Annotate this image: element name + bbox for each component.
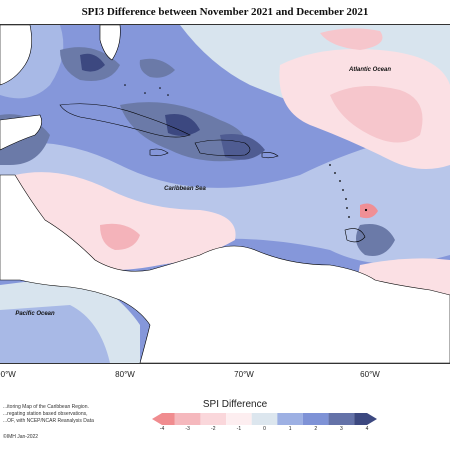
strong-wet-bahamas: [80, 53, 105, 72]
spi-map: Atlantic Ocean Caribbean Sea Pacific Oce…: [0, 24, 450, 364]
legend-swatch: [251, 413, 278, 425]
coast-jamaica: [149, 148, 169, 156]
legend-tick-label: -2: [211, 426, 216, 432]
strong-dry-barbados: [360, 203, 378, 219]
coast-puerto-rico: [261, 152, 279, 159]
legend-swatch: [174, 413, 201, 425]
legend-tick-label: -1: [236, 426, 242, 432]
legend-tick-label: 1: [288, 426, 292, 432]
legend-swatch: [302, 413, 329, 425]
legend-swatch: [200, 413, 227, 425]
lon-label-70w: 70°W: [234, 370, 254, 379]
land-yucatan: [0, 114, 42, 151]
legend-tick-label: -3: [185, 426, 190, 432]
lesser-antilles: [124, 84, 368, 218]
copyright: ©IMH Jan-2022: [3, 434, 39, 440]
dry-caribbean-patch: [100, 223, 140, 250]
legend-tick-label: -4: [159, 426, 165, 432]
legend-title: SPI Difference: [202, 399, 268, 410]
legend-swatch: [328, 413, 355, 425]
strong-wet-cuba: [165, 114, 200, 136]
coast-cuba: [59, 103, 191, 138]
light-wet-pacific: [0, 305, 110, 363]
legend-tick-label: 4: [365, 426, 369, 432]
label-caribbean-sea: Caribbean Sea: [164, 186, 206, 192]
wet-trinidad: [356, 224, 395, 256]
lon-label-90w: 90°W: [0, 370, 16, 379]
legend-swatch: [152, 413, 175, 425]
land-mexico-north: [0, 25, 32, 86]
coast-trinidad: [344, 228, 366, 243]
dry-atlantic-top: [320, 28, 383, 50]
coast-hispaniola: [194, 139, 251, 156]
credit-line-2: ...regating station based observations,: [3, 411, 88, 417]
legend-swatch: [277, 413, 303, 425]
credit-line-1: ...itoring Map of the Caribbean Region.: [3, 404, 89, 410]
legend-tick-label: 0: [263, 426, 266, 432]
legend-colorbar: [152, 413, 377, 425]
legend-tick-label: 3: [339, 426, 343, 432]
legend-swatch: [354, 413, 377, 425]
credit-line-3: ...OF, with NCEP/NCAR Reanalysis Data: [3, 418, 94, 424]
land-south-america: [0, 174, 450, 363]
map-canvas: Atlantic Ocean Caribbean Sea Pacific Oce…: [0, 25, 450, 363]
dry-atlantic-core: [330, 86, 423, 143]
legend-tick-label: 2: [314, 426, 318, 432]
lon-label-80w: 80°W: [115, 370, 135, 379]
label-atlantic-ocean: Atlantic Ocean: [348, 67, 391, 73]
legend-swatch: [226, 413, 252, 425]
land-florida: [99, 25, 121, 61]
lon-label-60w: 60°W: [360, 370, 380, 379]
map-title: SPI3 Difference between November 2021 an…: [81, 6, 369, 18]
wet-bahamas-east: [139, 58, 175, 78]
label-pacific-ocean: Pacific Ocean: [15, 311, 55, 317]
